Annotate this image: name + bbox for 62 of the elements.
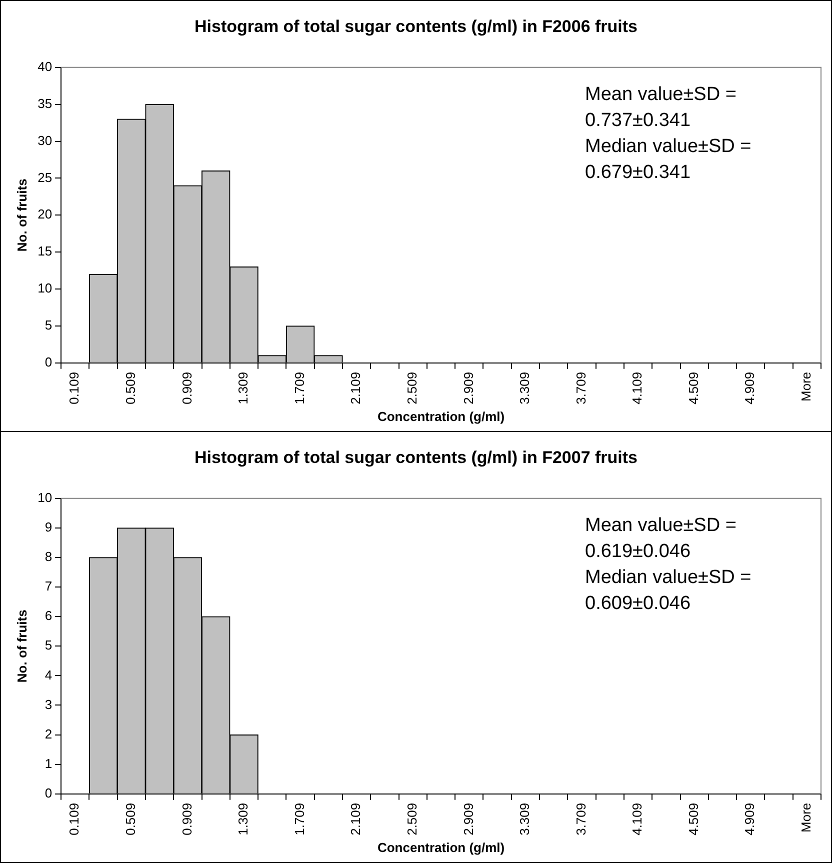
- y-tick-label: 7: [44, 578, 52, 594]
- x-tick-label: 1.709: [292, 802, 307, 836]
- y-tick-label: 2: [44, 726, 52, 742]
- y-tick-label: 25: [38, 170, 52, 185]
- x-tick-label: 1.309: [236, 372, 251, 404]
- annotation: 0.737±0.341: [585, 110, 691, 132]
- y-tick-label: 1: [44, 756, 52, 771]
- x-tick-label: 0.109: [66, 802, 82, 836]
- x-axis-title: Concentration (g/ml): [377, 840, 505, 855]
- annotation: 0.679±0.341: [585, 162, 691, 184]
- y-tick-label: 3: [44, 696, 52, 712]
- y-tick-label: 4: [44, 667, 52, 682]
- x-tick-label: 0.909: [179, 802, 194, 836]
- x-tick-label: 4.909: [742, 372, 758, 404]
- x-tick-label: More: [798, 802, 814, 832]
- y-tick-label: 10: [38, 490, 52, 505]
- annotation: Mean value±SD =: [585, 515, 736, 536]
- x-tick-label: 2.109: [348, 372, 364, 404]
- y-tick-label: 8: [44, 549, 52, 564]
- x-tick-label: 3.709: [573, 372, 588, 404]
- x-tick-label: 2.509: [404, 802, 420, 836]
- x-tick-label: 0.509: [123, 372, 138, 404]
- annotation: Median value±SD =: [585, 136, 752, 158]
- annotation: Median value±SD =: [585, 567, 752, 588]
- x-tick-label: More: [798, 372, 814, 402]
- chart-title: Histogram of total sugar contents (g/ml) in F2006 fruits: [194, 16, 638, 36]
- y-tick-label: 40: [38, 58, 52, 74]
- x-tick-label: 4.509: [686, 372, 701, 404]
- x-tick-label: 4.109: [630, 372, 645, 404]
- y-tick-label: 5: [44, 318, 52, 333]
- x-tick-label: 1.709: [292, 372, 307, 404]
- y-tick-label: 6: [44, 608, 52, 624]
- y-tick-label: 0: [44, 354, 52, 370]
- y-tick-label: 5: [44, 638, 52, 653]
- y-tick-label: 15: [38, 244, 52, 259]
- x-tick-label: 2.109: [348, 802, 364, 836]
- y-tick-label: 20: [38, 206, 52, 222]
- x-tick-label: 4.109: [630, 802, 645, 836]
- y-tick-label: 35: [38, 96, 52, 111]
- x-tick-label: 3.309: [517, 372, 532, 404]
- chart-title: Histogram of total sugar contents (g/ml) in F2007 fruits: [194, 448, 638, 467]
- annotation: 0.609±0.046: [585, 593, 691, 614]
- y-axis-title: No. of fruits: [14, 178, 30, 252]
- x-axis-title: Concentration (g/ml): [377, 408, 505, 424]
- y-tick-label: 10: [38, 280, 52, 296]
- x-tick-label: 1.309: [236, 802, 251, 836]
- x-tick-label: 0.109: [66, 372, 82, 404]
- annotation: 0.619±0.046: [585, 541, 691, 562]
- x-tick-label: 0.509: [123, 802, 138, 836]
- x-tick-label: 0.909: [179, 372, 194, 404]
- x-tick-label: 2.909: [460, 372, 476, 404]
- annotation: Mean value±SD =: [585, 84, 736, 106]
- y-tick-label: 0: [44, 785, 52, 800]
- x-tick-label: 2.909: [460, 802, 476, 836]
- x-tick-label: 4.509: [686, 802, 701, 836]
- x-tick-label: 2.509: [404, 372, 420, 404]
- x-tick-label: 3.309: [517, 802, 532, 836]
- y-tick-label: 30: [38, 132, 52, 148]
- y-tick-label: 9: [44, 520, 52, 535]
- x-tick-label: 3.709: [573, 802, 588, 836]
- x-tick-label: 4.909: [742, 802, 758, 836]
- y-axis-title: No. of fruits: [14, 610, 30, 683]
